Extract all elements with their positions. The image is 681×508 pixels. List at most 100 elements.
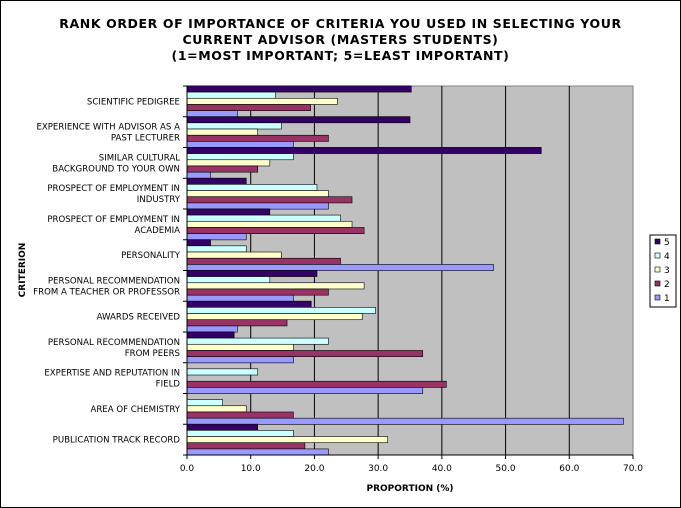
x-tick-label: 20.0: [304, 464, 324, 474]
legend: 5 4 3 2 1: [649, 234, 677, 308]
bar-series-1: [186, 294, 294, 302]
bar-series-5: [186, 147, 542, 154]
bar-series-5: [186, 116, 411, 124]
x-tick-label: 60.0: [559, 464, 579, 474]
bar-series-4: [186, 91, 276, 99]
bar-series-2: [186, 134, 329, 142]
x-tick-label: 40.0: [432, 464, 452, 474]
category-label: PROSPECT OF EMPLOYMENT IN: [47, 215, 180, 225]
bar-series-4: [186, 245, 247, 253]
bar-series-3: [186, 251, 282, 259]
category-label: PERSONALITY: [121, 251, 181, 261]
chart-title-line-1: RANK ORDER OF IMPORTANCE OF CRITERIA YOU…: [59, 16, 622, 31]
legend-swatch-3: [654, 266, 661, 273]
bar-series-3: [186, 343, 294, 351]
category-label: PAST LECTURER: [111, 134, 180, 144]
bar-series-5: [186, 300, 312, 308]
bars-group: [186, 85, 624, 456]
bar-series-3: [186, 436, 388, 444]
bar-series-1: [186, 141, 294, 148]
bar-series-4: [186, 153, 294, 161]
category-labels: SCIENTIFIC PEDIGREE EXPERIENCE WITH ADVIS…: [33, 97, 181, 445]
bar-series-1: [186, 171, 211, 179]
bar-series-3: [186, 159, 271, 167]
x-tick-label: 30.0: [368, 464, 388, 474]
category-label: AREA OF CHEMISTRY: [90, 405, 180, 415]
bar-series-1: [186, 325, 238, 333]
category-label: SIMILAR CULTURAL: [99, 153, 180, 163]
bar-series-2: [186, 227, 365, 234]
bar-series-5: [186, 239, 211, 247]
category-label: SCIENTIFIC PEDIGREE: [87, 97, 180, 107]
x-axis-label: PROPORTION (%): [367, 484, 454, 494]
category-label: AWARDS RECEIVED: [97, 313, 181, 323]
bar-series-2: [186, 196, 353, 204]
legend-swatch-4: [654, 252, 661, 259]
legend-label-5: 5: [664, 238, 670, 248]
axes-group: [183, 85, 634, 459]
category-label: PROSPECT OF EMPLOYMENT IN: [47, 184, 180, 194]
y-axis-label: CRITERION: [18, 243, 28, 298]
bar-series-1: [186, 417, 624, 425]
bar-series-3: [186, 405, 247, 413]
x-tick-label: 50.0: [496, 464, 516, 474]
x-tick-label: 70.0: [623, 464, 643, 474]
category-label: EXPERTISE AND REPUTATION IN: [44, 369, 180, 379]
legend-label-1: 1: [664, 294, 670, 304]
chart-title-line-2: CURRENT ADVISOR (MASTERS STUDENTS): [182, 32, 499, 47]
legend-swatch-1: [654, 294, 661, 301]
category-label: PUBLICATION TRACK RECORD: [53, 436, 181, 446]
bar-series-5: [186, 423, 259, 431]
bar-series-3: [186, 313, 363, 321]
category-label: ACADEMIA: [135, 226, 181, 236]
bar-series-1: [186, 202, 329, 210]
bar-series-3: [186, 190, 329, 198]
x-tick-label: 0.0: [180, 464, 195, 474]
category-label: PERSONAL RECOMMENDATION: [48, 276, 180, 286]
bar-series-1: [186, 448, 329, 456]
legend-swatch-2: [654, 280, 661, 287]
chart-title-line-3: (1=MOST IMPORTANT; 5=LEAST IMPORTANT): [171, 48, 510, 63]
category-label: FIELD: [156, 380, 181, 390]
bar-series-4: [186, 184, 318, 191]
category-label: EXPERIENCE WITH ADVISOR AS A: [36, 123, 180, 133]
chart-title: RANK ORDER OF IMPORTANCE OF CRITERIA YOU…: [0, 16, 681, 64]
bar-series-2: [186, 411, 294, 419]
bar-series-1: [186, 264, 494, 271]
bar-series-2: [186, 380, 447, 388]
bar-series-3: [186, 282, 365, 290]
legend-label-4: 4: [664, 252, 670, 262]
category-label: FROM PEERS: [125, 349, 180, 359]
bar-series-4: [186, 430, 294, 437]
category-label: INDUSTRY: [137, 195, 181, 205]
bar-series-5: [186, 177, 247, 185]
bar-series-4: [186, 337, 329, 345]
category-label: PERSONAL RECOMMENDATION: [48, 338, 180, 348]
bar-series-4: [186, 214, 341, 222]
bar-series-2: [186, 442, 306, 450]
legend-label-3: 3: [664, 266, 670, 276]
bar-series-4: [186, 399, 223, 407]
bar-series-4: [186, 276, 271, 284]
bar-series-2: [186, 319, 288, 327]
bar-series-2: [186, 104, 311, 111]
bar-series-2: [186, 165, 259, 173]
bar-series-3: [186, 220, 353, 228]
bar-series-1: [186, 110, 238, 118]
x-tick-labels: 0.0 10.0 20.0 30.0 40.0 50.0 60.0 70.0: [180, 464, 643, 474]
legend-label-2: 2: [664, 280, 670, 290]
bar-series-3: [186, 128, 259, 136]
bar-series-5: [186, 270, 318, 277]
bar-series-2: [186, 257, 341, 265]
bar-series-4: [186, 307, 376, 314]
bar-series-5: [186, 208, 271, 216]
bar-series-1: [186, 233, 247, 241]
category-label: BACKGROUND TO YOUR OWN: [52, 164, 180, 174]
bar-series-5: [186, 85, 412, 93]
bar-series-4: [186, 368, 259, 376]
x-tick-label: 10.0: [241, 464, 261, 474]
bar-series-4: [186, 122, 282, 130]
bar-series-2: [186, 288, 329, 296]
bar-series-1: [186, 356, 294, 364]
